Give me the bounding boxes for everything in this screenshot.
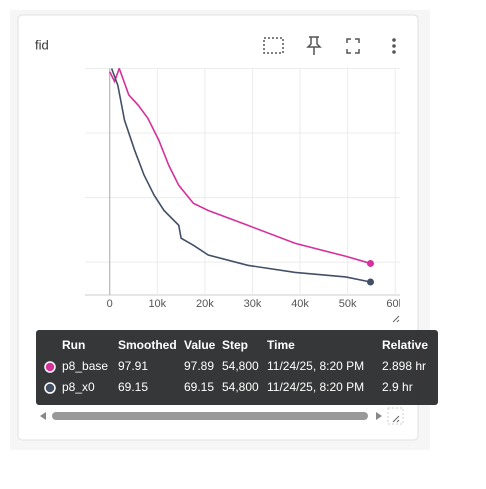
tooltip-cell: 54,800 — [222, 359, 259, 373]
tooltip-cell: 2.898 hr — [382, 359, 426, 373]
tooltip-table: Run Smoothed Value Step Time Relative p8_base 9… — [44, 338, 428, 394]
tooltip-header: Step — [222, 338, 248, 352]
tooltip-header: Smoothed — [118, 338, 177, 352]
tooltip-cell: 69.15 — [118, 380, 148, 394]
tooltip-cell: p8_base — [62, 359, 108, 373]
tooltip-header: Relative — [382, 338, 428, 352]
series-line — [109, 68, 371, 265]
tooltip-cell: 97.89 — [184, 359, 214, 373]
x-tick-label: 0 — [107, 298, 113, 310]
scroll-left[interactable] — [40, 412, 46, 420]
more-icon[interactable] — [392, 38, 396, 54]
tooltip-cell: 11/24/25, 8:20 PM — [267, 380, 364, 394]
card-title: fid — [35, 37, 49, 52]
pin-icon[interactable] — [306, 36, 322, 55]
tooltip — [36, 330, 438, 405]
chart: 100200300400010k20k30k40k50k60k — [85, 68, 404, 310]
plot-area: 100200300400010k20k30k40k50k60k — [85, 68, 404, 310]
x-tick-label: 50k — [339, 298, 357, 310]
tooltip-cell: 69.15 — [184, 380, 214, 394]
x-tick-label: 30k — [244, 298, 262, 310]
resize-box[interactable] — [387, 407, 404, 425]
scrollbar[interactable] — [52, 412, 368, 420]
x-tick-label: 60k — [386, 298, 404, 310]
x-tick-label: 20k — [196, 298, 214, 310]
tooltip-header: Time — [267, 338, 295, 352]
last-point — [366, 259, 374, 267]
tooltip-cell: 54,800 — [222, 380, 259, 394]
tooltip-cell: 97.91 — [118, 359, 148, 373]
toolbar — [263, 36, 360, 55]
last-point — [366, 278, 374, 286]
x-tick-label: 10k — [148, 298, 166, 310]
run-swatch — [44, 361, 56, 373]
scroll-right[interactable] — [376, 412, 382, 420]
tooltip-header: Value — [184, 338, 216, 352]
tooltip-header: Run — [62, 338, 85, 352]
resize-icon[interactable] — [392, 415, 400, 423]
x-tick-label: 40k — [291, 298, 309, 310]
fullscreen-icon[interactable] — [346, 38, 360, 54]
tooltip-cell: 2.9 hr — [382, 380, 413, 394]
series-line — [110, 68, 371, 283]
tooltip-cell: p8_x0 — [62, 380, 95, 394]
run-swatch — [44, 382, 56, 394]
data-selection-icon[interactable] — [263, 37, 284, 54]
resize-icon[interactable] — [392, 315, 400, 323]
tooltip-cell: 11/24/25, 8:20 PM — [267, 359, 364, 373]
